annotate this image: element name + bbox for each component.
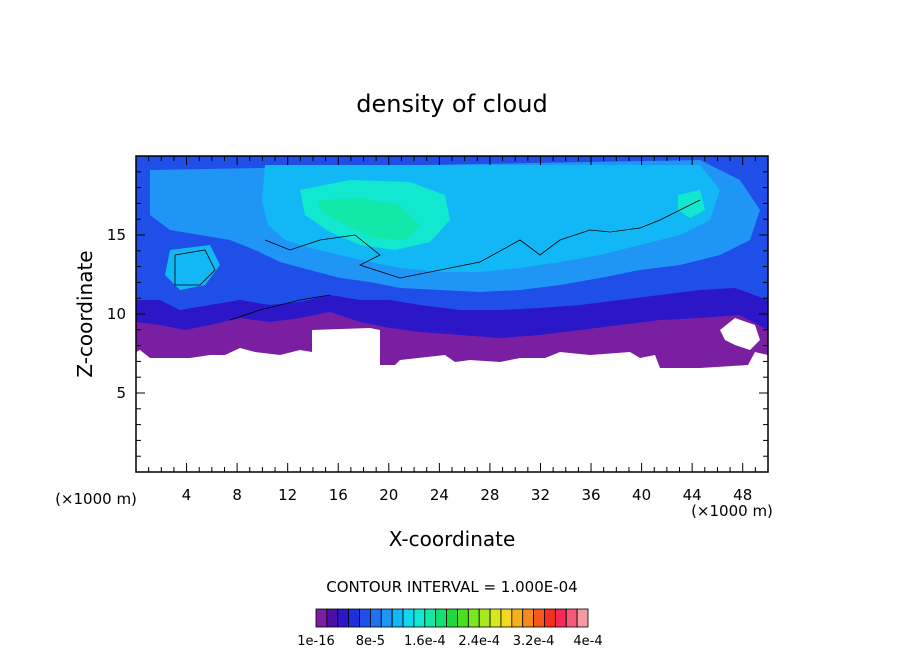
colorbar-swatch bbox=[544, 608, 556, 628]
colorbar-swatch bbox=[326, 608, 339, 628]
x-tick-label: 36 bbox=[581, 486, 600, 504]
plot-area bbox=[136, 156, 768, 472]
x-unit-label-left: (×1000 m) bbox=[55, 490, 137, 508]
y-tick-label: 15 bbox=[107, 226, 126, 244]
colorbar-swatch bbox=[467, 608, 480, 628]
colorbar-swatch bbox=[565, 608, 578, 628]
colorbar bbox=[315, 608, 589, 628]
x-tick-label: 8 bbox=[232, 486, 242, 504]
y-axis-ticks: 5 10 15 bbox=[107, 171, 768, 457]
x-tick-label: 20 bbox=[379, 486, 398, 504]
colorbar-swatch bbox=[446, 608, 458, 628]
y-tick-label: 10 bbox=[107, 305, 126, 323]
colorbar-swatch bbox=[391, 608, 404, 628]
cloud-region-core bbox=[318, 198, 420, 240]
x-tick-label: 40 bbox=[632, 486, 651, 504]
chart-title: density of cloud bbox=[356, 90, 547, 118]
colorbar-swatch bbox=[522, 608, 534, 628]
contour-interval-label: CONTOUR INTERVAL = 1.000E-04 bbox=[326, 578, 577, 596]
x-tick-label: 32 bbox=[531, 486, 550, 504]
x-tick-label: 16 bbox=[329, 486, 348, 504]
colorbar-swatch bbox=[576, 608, 589, 628]
colorbar-swatch bbox=[348, 608, 360, 628]
colorbar-swatch bbox=[554, 608, 567, 628]
x-tick-label: 4 bbox=[182, 486, 192, 504]
colorbar-swatch bbox=[359, 608, 371, 628]
y-tick-label: 5 bbox=[116, 384, 126, 402]
colorbar-swatch bbox=[424, 608, 437, 628]
x-axis-ticks: 4 8 12 16 20 24 28 32 36 40 44 48 bbox=[148, 156, 756, 504]
colorbar-swatch bbox=[478, 608, 491, 628]
colorbar-tick-label: 8e-5 bbox=[356, 634, 385, 649]
x-tick-label: 12 bbox=[278, 486, 297, 504]
colorbar-swatch bbox=[533, 608, 545, 628]
colorbar-swatch bbox=[435, 608, 447, 628]
colorbar-swatch bbox=[500, 608, 513, 628]
colorbar-swatch bbox=[402, 608, 415, 628]
colorbar-swatch bbox=[489, 608, 502, 628]
colorbar-tick-label: 1e-16 bbox=[297, 634, 335, 649]
colorbar-tick-label: 1.6e-4 bbox=[404, 634, 446, 649]
colorbar-swatch bbox=[457, 608, 469, 628]
colorbar-tick-label: 4e-4 bbox=[573, 634, 602, 649]
y-axis-label: Z-coordinate bbox=[73, 250, 97, 377]
x-unit-label-right: (×1000 m) bbox=[691, 502, 773, 520]
colorbar-swatch bbox=[315, 608, 328, 628]
x-tick-label: 28 bbox=[480, 486, 499, 504]
x-tick-label: 24 bbox=[430, 486, 449, 504]
colorbar-swatch bbox=[511, 608, 524, 628]
contour-line bbox=[264, 199, 701, 279]
colorbar-swatch bbox=[380, 608, 393, 628]
colorbar-swatch bbox=[413, 608, 426, 628]
colorbar-tick-label: 2.4e-4 bbox=[458, 634, 500, 649]
x-tick-label: 48 bbox=[733, 486, 752, 504]
colorbar-swatch bbox=[369, 608, 382, 628]
colorbar-swatch bbox=[337, 608, 350, 628]
x-tick-label: 44 bbox=[683, 486, 702, 504]
colorbar-labels: 1e-16 8e-5 1.6e-4 2.4e-4 3.2e-4 4e-4 bbox=[297, 634, 602, 649]
x-axis-label: X-coordinate bbox=[389, 527, 516, 551]
colorbar-tick-label: 3.2e-4 bbox=[513, 634, 555, 649]
